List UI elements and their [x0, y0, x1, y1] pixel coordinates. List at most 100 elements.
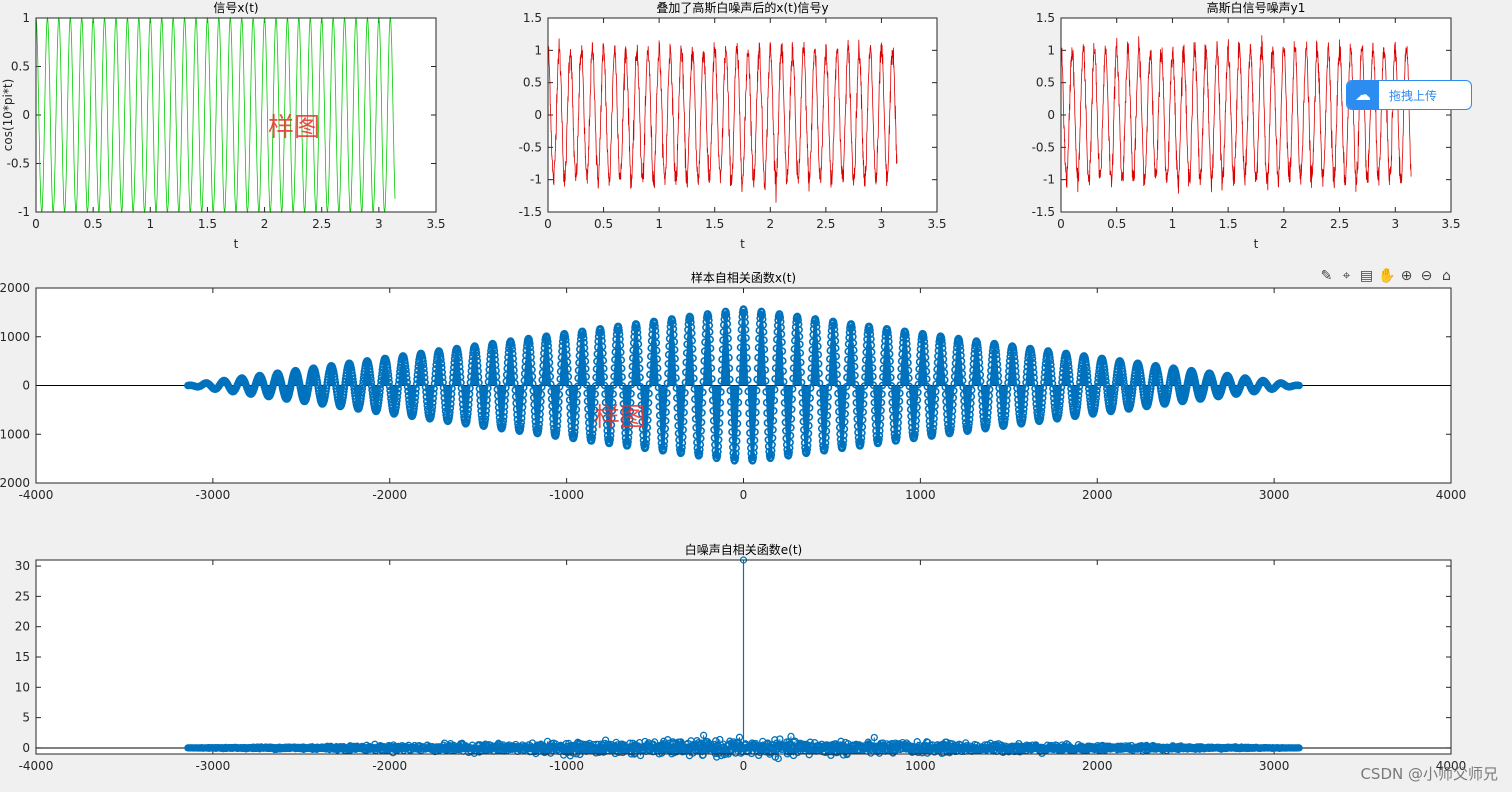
home-icon[interactable]: ⌂	[1442, 268, 1451, 284]
x-tick-label: 2.5	[1330, 217, 1349, 231]
x-tick-label: 4000	[1436, 488, 1467, 502]
chart-title: 叠加了高斯白噪声后的x(t)信号y	[656, 0, 828, 15]
x-tick-label: 0	[740, 759, 748, 773]
chart-title: 样本自相关函数x(t)	[691, 270, 796, 285]
y-tick-label: 1.5	[523, 11, 542, 25]
y-tick-label: 0	[22, 741, 30, 755]
x-tick-label: 2000	[1082, 488, 1113, 502]
y-tick-label: -1.5	[1032, 205, 1055, 219]
pan-icon[interactable]: ✋	[1378, 268, 1396, 284]
y-tick-label: -0.5	[7, 157, 30, 171]
axes-noisy-signal-y[interactable]: 叠加了高斯白噪声后的x(t)信号y 0 0.5 1 1.5 2 2.5 3 3.5 -1.5 -1 -…	[519, 0, 947, 251]
y-tick-label: -1	[530, 173, 542, 187]
x-tick-label: 2000	[1082, 759, 1113, 773]
x-tick-label: 0.5	[594, 217, 613, 231]
x-tick-label: 3.5	[426, 217, 445, 231]
series-line	[547, 38, 898, 203]
x-tick-label: -3000	[195, 488, 230, 502]
zoom-in-icon[interactable]: ⊕	[1400, 268, 1413, 284]
y-tick-label: 1	[534, 43, 542, 57]
watermark-text-2: 样图	[594, 403, 646, 433]
axes-autocorr-x[interactable]: 样本自相关函数x(t) -4000 -3000 -2000 -1000 0 1000 2000…	[0, 270, 1466, 502]
y-tick-label: 0	[534, 108, 542, 122]
chart-title: 高斯白信号噪声y1	[1207, 0, 1306, 15]
upload-cloud-icon: ☁	[1347, 81, 1379, 109]
y-tick-label: 0.5	[1036, 76, 1055, 90]
axes-signal-x[interactable]: 信号x(t) 0 0.5 1 1.5 2 2.5 3 3.5 -1 -0.5 0 0.5 1 t cos(10…	[1, 1, 446, 251]
x-tick-label: 3000	[1259, 488, 1290, 502]
y-tick-label: 0	[22, 108, 30, 122]
y-tick-label: 1.5	[1036, 11, 1055, 25]
y-axis-label: cos(10*pi*t)	[1, 79, 15, 151]
x-tick-label: -1000	[549, 488, 584, 502]
brush-icon[interactable]: ✎	[1320, 268, 1333, 284]
series-line	[35, 16, 396, 214]
y-tick-label: 0	[22, 379, 30, 393]
y-tick-label: 30	[15, 559, 30, 573]
y-tick-label: 1000	[0, 330, 30, 344]
y-tick-label: -2000	[0, 476, 30, 490]
footer-credit: CSDN @小师父师兄	[1360, 765, 1498, 783]
x-tick-label: 3000	[1259, 759, 1290, 773]
stem-markers	[184, 731, 1303, 763]
y-tick-label: -1.5	[519, 205, 542, 219]
x-tick-label: 0	[544, 217, 552, 231]
y-tick-label: 25	[15, 589, 30, 603]
y-tick-label: -1	[18, 205, 30, 219]
x-tick-label: -1000	[549, 759, 584, 773]
x-tick-label: 2	[766, 217, 774, 231]
zoom-out-icon[interactable]: ⊖	[1420, 268, 1433, 284]
x-tick-label: 1	[146, 217, 154, 231]
save-icon[interactable]: ▤	[1359, 268, 1374, 284]
x-tick-label: 1	[1169, 217, 1177, 231]
x-tick-label: 3.5	[1441, 217, 1460, 231]
x-tick-label: 1000	[905, 759, 936, 773]
x-tick-label: -4000	[19, 488, 54, 502]
x-tick-label: -2000	[372, 488, 407, 502]
x-tick-label: 1	[655, 217, 663, 231]
x-tick-label: 1.5	[705, 217, 724, 231]
upload-button[interactable]: ☁ 拖拽上传	[1346, 80, 1472, 110]
y-tick-label: 0.5	[523, 76, 542, 90]
x-axis-label: t	[234, 237, 239, 251]
axes-box	[547, 17, 938, 213]
axes-autocorr-noise[interactable]: 白噪声自相关函数e(t)-4000 -3000 -2000 -1000 0 1000 200…	[15, 542, 1467, 773]
x-tick-label: 3.5	[927, 217, 946, 231]
stem-markers	[184, 305, 1303, 465]
x-tick-label: 2.5	[816, 217, 835, 231]
x-tick-label: 2.5	[312, 217, 331, 231]
chart-title: 白噪声自相关函数e(t)	[685, 542, 802, 557]
x-tick-label: 0.5	[84, 217, 103, 231]
y-tick-label: -0.5	[1032, 140, 1055, 154]
axes-toolbar: ✎ ⌖ ▤ ✋ ⊕ ⊖ ⌂	[1318, 268, 1455, 284]
y-tick-label: 5	[22, 711, 30, 725]
y-tick-label: -1	[1043, 173, 1055, 187]
y-tick-label: 2000	[0, 281, 30, 295]
x-tick-label: 0	[32, 217, 40, 231]
x-tick-label: 1000	[905, 488, 936, 502]
axes-box	[35, 17, 437, 213]
x-axis-label: t	[740, 237, 745, 251]
x-tick-label: 2	[261, 217, 269, 231]
axes-noise-y1[interactable]: 高斯白信号噪声y1 0 0.5 1 1.5 2 2.5 3 3.5 -1.5 -1 -0.5 0 0.5 1…	[1032, 0, 1461, 251]
upload-button-label: 拖拽上传	[1389, 88, 1438, 103]
axes-box	[1060, 17, 1452, 213]
x-axis-label: t	[1254, 237, 1259, 251]
y-tick-label: 15	[15, 650, 30, 664]
x-tick-label: 0	[1057, 217, 1065, 231]
x-tick-label: 4000	[1436, 759, 1467, 773]
datatip-icon[interactable]: ⌖	[1342, 268, 1351, 284]
y-tick-label: 0.5	[11, 60, 30, 74]
x-tick-label: -3000	[195, 759, 230, 773]
y-tick-label: -0.5	[519, 140, 542, 154]
x-tick-label: -4000	[19, 759, 54, 773]
y-tick-label: 10	[15, 680, 30, 694]
watermark-text: 样图	[268, 113, 320, 143]
x-tick-label: 0.5	[1107, 217, 1126, 231]
y-tick-label: 1	[1047, 43, 1055, 57]
y-tick-label: 20	[15, 620, 30, 634]
y-tick-label: 0	[1047, 108, 1055, 122]
axes-box	[35, 287, 1452, 484]
axes-box	[35, 559, 1452, 755]
